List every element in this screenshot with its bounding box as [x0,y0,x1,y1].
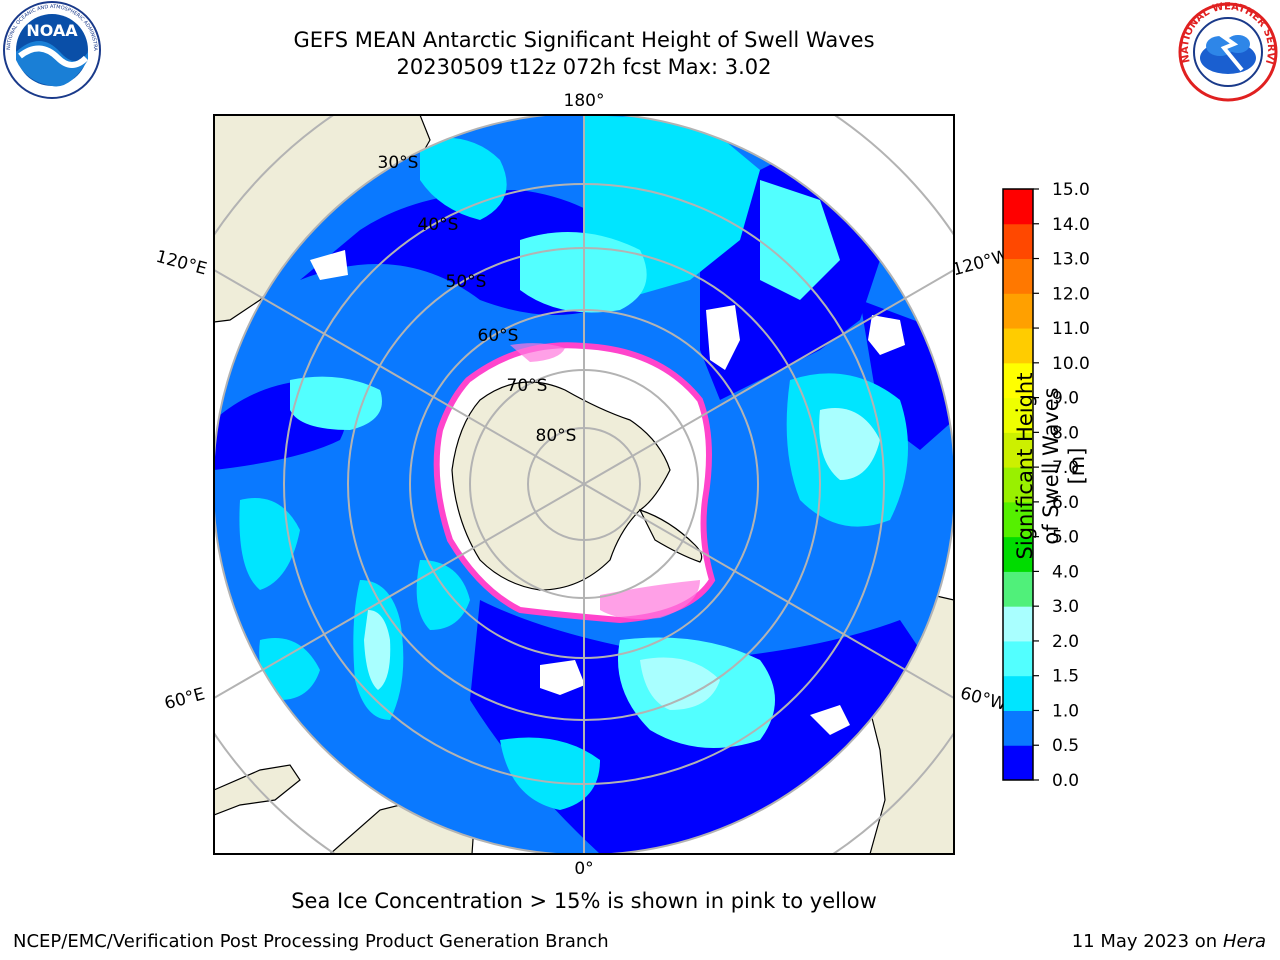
colorbar-segment [1003,293,1033,329]
colorbar-frame [1002,188,1034,781]
colorbar-segment [1003,258,1033,294]
colorbar-tick-label: 13.0 [1052,250,1090,270]
colorbar-tick-label: 0.5 [1052,736,1079,756]
latitude-labels: 30°S 40°S 50°S 60°S 70°S 80°S [378,153,577,446]
lon-label-0: 0° [574,859,593,879]
colorbar-tick-label: 6.0 [1052,493,1079,513]
colorbar-segment [1003,397,1033,433]
colorbar-tick-label: 7.0 [1052,458,1079,478]
colorbar-segment [1003,536,1033,572]
swell-field [214,115,954,854]
colorbar-tick-label: 3.0 [1052,597,1079,617]
colorbar-tick-label: 1.5 [1052,667,1079,687]
colorbar-segment [1003,675,1033,711]
colorbar-segment [1003,640,1033,677]
graticule [214,115,954,854]
colorbar-segment [1003,501,1033,538]
footer-credit: NCEP/EMC/Verification Post Processing Pr… [13,931,609,952]
colorbar-tick-label: 12.0 [1052,284,1090,304]
colorbar-segment [1003,467,1033,503]
colorbar-segment [1003,571,1033,607]
antarctica [433,342,716,624]
colorbar-tick-label: 5.0 [1052,528,1079,548]
lon-label-180: 180° [564,91,605,111]
colorbar-segment [1003,432,1033,468]
colorbar-segment [1003,710,1033,746]
colorbar-tick-label: 1.0 [1052,701,1079,721]
colorbar: 0.0 0.5 1.0 1.5 2.0 3.0 4.0 5.0 6.0 7.0 8.0 9.0 10.0… [1002,180,1090,791]
lon-label-120e: 120°E [154,247,209,280]
footer-date-text: 11 May 2023 on [1071,931,1218,952]
lat-label: 80°S [536,426,577,446]
lat-label: 30°S [378,153,419,173]
colorbar-tick-label: 4.0 [1052,562,1079,582]
colorbar-segment [1003,189,1033,225]
sea-ice-note: Sea Ice Concentration > 15% is shown in … [291,889,877,913]
colorbar-tick-label: 15.0 [1052,180,1090,200]
colorbar-segment [1003,606,1033,642]
lat-label: 40°S [418,215,459,235]
lat-label: 70°S [507,376,548,396]
chart-subtitle: 20230509 t12z 072h fcst Max: 3.02 [396,55,772,79]
colorbar-tick-label: 9.0 [1052,389,1079,409]
footer-host: Hera [1222,931,1266,952]
noaa-logo: NOAA NATIONAL OCEANIC AND ATMOSPHERIC AD… [0,0,101,99]
map-frame [213,114,955,855]
svg-text:NOAA: NOAA [26,21,78,40]
lat-label: 60°S [478,326,519,346]
lon-label-120w: 120°W [950,246,1011,280]
footer-date: 11 May 2023 on Hera [1072,931,1266,952]
chart-title: GEFS MEAN Antarctic Significant Height o… [293,28,875,52]
colorbar-tick-label: 2.0 [1052,632,1079,652]
nws-logo: NATIONAL WEATHER SERVICE [1176,0,1278,102]
lon-label-60e: 60°E [162,684,207,714]
lat-label: 50°S [446,272,487,292]
colorbar-tick-label: 8.0 [1052,423,1079,443]
lon-label-60w: 60°W [958,683,1009,715]
colorbar-title: Significant Height of Swell Waves [m] [1013,372,1089,560]
colorbar-tick-label: 11.0 [1052,319,1090,339]
colorbar-tick-label: 14.0 [1052,215,1090,235]
colorbar-segment [1003,745,1033,781]
colorbar-tick-label: 10.0 [1052,354,1090,374]
colorbar-segment [1003,362,1033,399]
colorbar-segment [1003,328,1033,364]
colorbar-tick-label: 0.0 [1052,771,1079,791]
colorbar-segment [1003,223,1033,260]
